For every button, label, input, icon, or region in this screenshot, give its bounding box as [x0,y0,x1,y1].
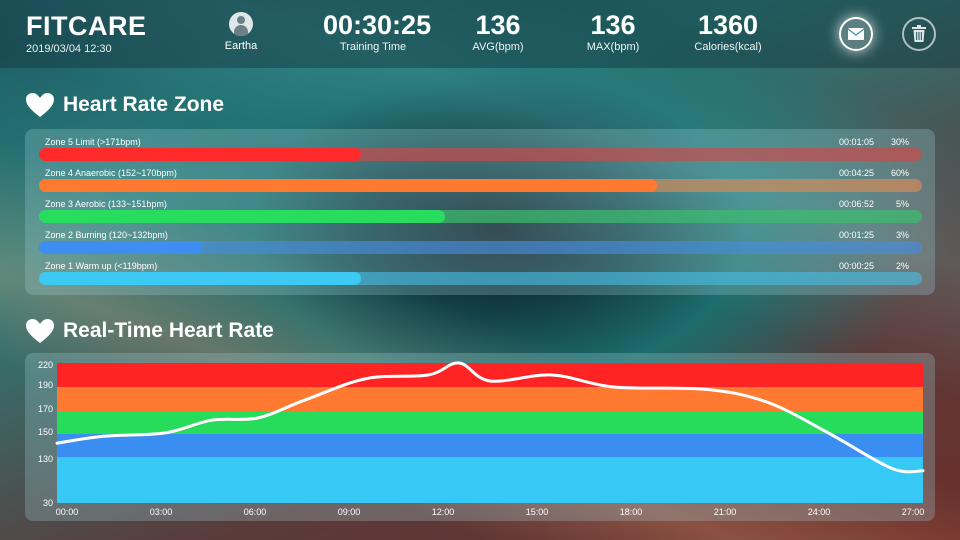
heart-rate-zone-header: Heart Rate Zone [25,92,224,118]
max-bpm-label: MAX(bpm) [586,41,640,53]
user-name: Eartha [224,40,258,52]
zone-label: Zone 4 Anaerobic (152~170bpm) [45,168,177,178]
stat-calories: 1360 Calories(kcal) [690,10,766,53]
chart-zone-band [57,387,923,411]
chart-zone-band [57,363,923,387]
zone-bar-track [39,179,922,192]
zone-label: Zone 3 Aerobic (133~151bpm) [45,199,167,209]
heart-rate-line [55,361,925,474]
heart-rate-chart-panel: 220 190 170 150 130 30 00:00 03:00 06:00 09:00 12:… [25,353,935,521]
x-tick-label: 24:00 [808,507,831,517]
x-tick-label: 21:00 [714,507,737,517]
chart-zone-band [57,411,923,434]
zone-percent: 60% [890,168,909,178]
mail-icon [847,28,865,40]
heart-icon [26,93,54,117]
zone-bar-fill [39,210,446,223]
x-tick-label: 06:00 [244,507,267,517]
y-tick-label: 170 [38,404,53,414]
zone-bar-track [39,148,922,161]
user-avatar-icon[interactable] [229,12,253,36]
x-tick-label: 18:00 [620,507,643,517]
zone-label: Zone 1 Warm up (<119bpm) [45,261,158,271]
stat-avg-bpm: 136 AVG(bpm) [463,10,533,53]
y-tick-label: 150 [38,427,53,437]
zone-bar-fill [39,272,362,285]
delete-button[interactable] [902,17,936,51]
x-tick-label: 27:00 [902,507,925,517]
x-tick-label: 15:00 [526,507,549,517]
zone-time: 00:00:25 [839,261,875,271]
y-tick-label: 130 [38,454,53,464]
zone-percent: 5% [895,199,909,209]
zone-bar-track [39,210,922,223]
zone-percent: 3% [895,230,909,240]
top-bar: FITCARE 2019/03/04 12:30 Eartha 00:30:25… [0,0,960,68]
zone-bar-track [39,272,922,285]
zone-time: 00:01:05 [839,137,875,147]
zone-bar-fill [39,241,203,254]
user-block[interactable]: Eartha [220,12,262,52]
x-tick-label: 12:00 [432,507,455,517]
trash-icon [912,25,926,42]
max-bpm-value: 136 [590,10,636,40]
zone-percent: 30% [890,137,909,147]
training-time-value: 00:30:25 [323,10,432,40]
avg-bpm-label: AVG(bpm) [472,41,524,53]
x-tick-label: 09:00 [338,507,361,517]
y-tick-label: 30 [43,498,53,508]
zone-bar-fill [39,148,362,161]
zone-bar-fill [39,179,658,192]
chart-zone-band [57,434,923,457]
zone-label: Zone 2 Burning (120~132bpm) [45,230,168,240]
session-datetime: 2019/03/04 12:30 [26,43,112,55]
y-tick-label: 190 [38,380,53,390]
x-tick-label: 03:00 [150,507,173,517]
zone-time: 00:06:52 [839,199,875,209]
heart-rate-zone-panel: Zone 5 Limit (>171bpm) 00:01:05 30% Zone 4 … [25,129,935,295]
zone-time: 00:04:25 [839,168,875,178]
zone-label: Zone 5 Limit (>171bpm) [45,137,141,147]
y-tick-label: 220 [38,360,53,370]
training-time-label: Training Time [339,41,407,53]
stat-max-bpm: 136 MAX(bpm) [578,10,648,53]
realtime-heart-rate-header: Real-Time Heart Rate [25,318,274,344]
zone-bar-track [39,241,922,254]
chart-zone-band [57,457,923,503]
zone-time: 00:01:25 [839,230,875,240]
x-tick-label: 00:00 [56,507,79,517]
zone-percent: 2% [895,261,909,271]
calories-label: Calories(kcal) [694,41,762,53]
section-title-zones: Heart Rate Zone [63,93,225,116]
section-title-chart: Real-Time Heart Rate [63,319,274,342]
brand-block: FITCARE 2019/03/04 12:30 [26,12,147,55]
mail-button[interactable] [839,17,873,51]
avg-bpm-value: 136 [475,10,521,40]
stat-training-time: 00:30:25 Training Time [323,10,432,53]
app-title: FITCARE [26,11,147,41]
heart-icon [26,319,54,343]
calories-value: 1360 [697,10,759,40]
